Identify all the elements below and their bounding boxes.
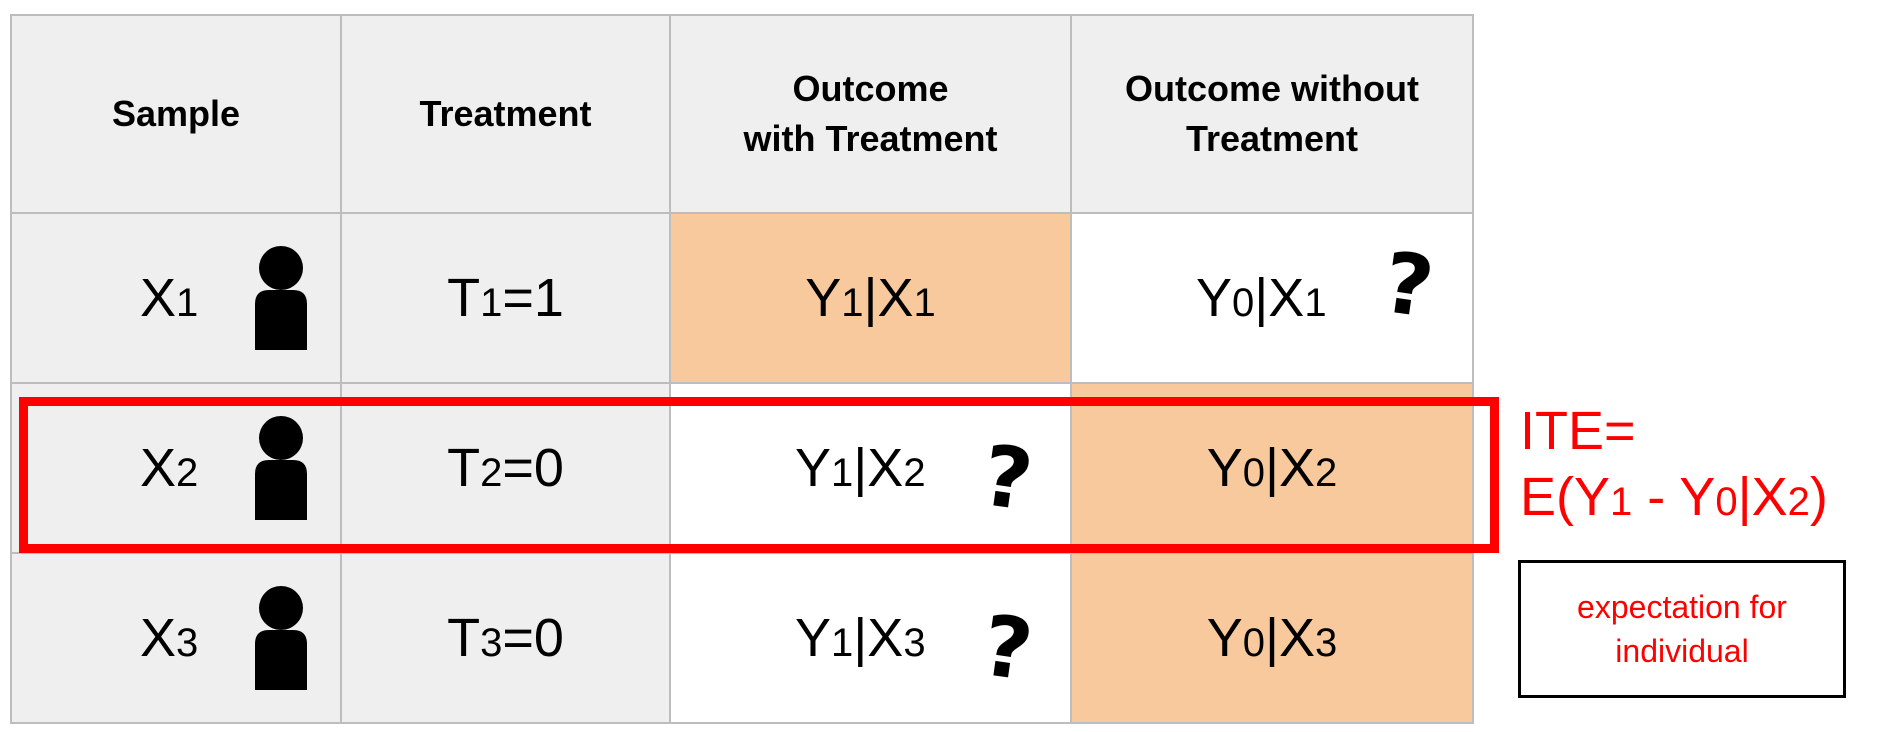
outcome-without-value: Y0|X2: [1206, 438, 1338, 498]
header-outcome-with-treatment: Outcome with Treatment: [669, 14, 1072, 214]
outcome-without-cell: Y0|X2: [1070, 382, 1474, 554]
outcome-with-value: Y1|X1: [805, 268, 936, 328]
header-treatment: Treatment: [340, 14, 671, 214]
outcome-with-value: Y1|X3: [795, 608, 926, 668]
outcome-without-value: Y0|X1: [1196, 268, 1327, 328]
treatment-value: T1=1: [447, 268, 564, 328]
question-mark-icon: ?: [1377, 232, 1440, 337]
table-row: X3 T3=0 Y1|X3 ? Y0|X3: [10, 552, 1474, 724]
potential-outcomes-table: Sample Treatment Outcome with Treatment …: [10, 14, 1474, 724]
person-icon: [255, 246, 307, 350]
ite-expression: E(Y1 - Y0|X2): [1520, 467, 1828, 527]
sample-label: X2: [140, 438, 199, 498]
header-sample: Sample: [10, 14, 342, 214]
outcome-with-cell: Y1|X2 ?: [669, 382, 1072, 554]
question-mark-icon: ?: [976, 596, 1039, 700]
table-row: X2 T2=0 Y1|X2 ? Y0|X2: [10, 382, 1474, 554]
treatment-cell: T3=0: [340, 552, 671, 724]
question-mark-icon: ?: [976, 426, 1039, 530]
outcome-without-cell: Y0|X1 ?: [1070, 212, 1474, 384]
sample-cell: X2: [10, 382, 342, 554]
ite-label: ITE=: [1520, 401, 1636, 461]
outcome-without-value: Y0|X3: [1206, 608, 1338, 668]
outcome-without-cell: Y0|X3: [1070, 552, 1474, 724]
treatment-cell: T1=1: [340, 212, 671, 384]
person-icon: [255, 586, 307, 690]
outcome-with-cell: Y1|X1: [669, 212, 1072, 384]
sample-cell: X3: [10, 552, 342, 724]
treatment-value: T2=0: [447, 438, 564, 498]
outcome-with-value: Y1|X2: [795, 438, 926, 498]
ite-formula: ITE= E(Y1 - Y0|X2): [1520, 398, 1828, 535]
sample-cell: X1: [10, 212, 342, 384]
note-line-2: individual: [1615, 633, 1749, 669]
sample-label: X3: [140, 608, 199, 668]
header-row: Sample Treatment Outcome with Treatment …: [10, 14, 1474, 214]
table-row: X1 T1=1 Y1|X1 Y0|X1 ?: [10, 212, 1474, 384]
sample-label: X1: [140, 268, 199, 328]
ite-note-box: expectation for individual: [1518, 560, 1846, 698]
outcome-with-cell: Y1|X3 ?: [669, 552, 1072, 724]
person-icon: [255, 416, 307, 520]
treatment-cell: T2=0: [340, 382, 671, 554]
treatment-value: T3=0: [447, 608, 564, 668]
header-outcome-without-treatment: Outcome without Treatment: [1070, 14, 1474, 214]
note-line-1: expectation for: [1577, 589, 1787, 625]
